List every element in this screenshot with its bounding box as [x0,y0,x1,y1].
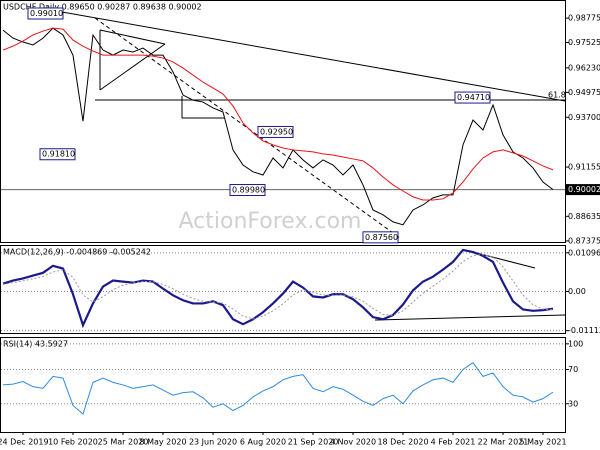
y-tick-label: 0.93700 [568,113,600,122]
x-tick-label: 18 Dec 2020 [377,438,428,447]
price-annotation-box [27,7,64,20]
price-annotation-box [454,91,491,104]
y-tick-label: 70 [568,365,578,374]
y-tick-label: 0.010967 [568,248,600,257]
price-annotation: 0.89980 [232,186,265,195]
price-annotation: 0.94710 [457,93,490,102]
rsi-panel [0,337,566,433]
price-annotation-box [257,125,294,138]
y-tick-label: 0.98775 [568,14,600,23]
chart-title: USDCHF,Daily 0.89650 0.90287 0.89638 0.9… [3,3,202,12]
panel-frames [0,0,566,433]
x-tick-label: 24 Dec 2019 [0,438,49,447]
macd-title: MACD(12,26,9) -0.004869 -0.005242 [3,248,151,257]
watermark: ActionForex.com [179,209,362,234]
price-annotation-box [39,148,76,161]
y-tick-label: 0.91155 [568,163,600,172]
macd-trend-line [374,314,566,321]
y-tick-label: 0.96230 [568,63,600,72]
macd-panel [0,245,566,334]
price-annotation: 0.87560 [365,233,398,242]
last-price-box [565,184,600,196]
trend-line [61,11,566,102]
trend-line [99,29,166,45]
y-tick-label: 0.94975 [568,88,600,97]
y-tick-label: 100 [568,339,583,348]
price-annotation: 0.91810 [42,150,75,159]
x-tick-label: 4 Nov 2020 [330,438,376,447]
x-tick-label: 25 Mar 2020 [98,438,149,447]
series-line [2,361,554,415]
y-tick-label: -0.011127 [568,326,600,335]
trend-line [99,43,166,91]
y-tick-label: 0.00 [568,287,586,296]
y-tick-label: 0.88635 [568,212,600,221]
series-line [2,27,554,201]
x-tick-label: 6 Aug 2020 [240,438,286,447]
x-tick-label: 22 Mar 2021 [478,438,529,447]
x-tick-label: 5 May 2021 [519,438,566,447]
price-panel [0,0,566,243]
price-annotation: 0.99010 [30,9,63,18]
x-tick-label: 10 Feb 2020 [48,438,98,447]
price-annotation-box [362,231,399,244]
x-tick-label: 21 Sep 2020 [288,438,339,447]
fib-label: 61.8 [548,91,566,100]
series-line [2,253,554,320]
x-tick-label: 23 Jun 2020 [189,438,237,447]
rsi-title: RSI(14) 43.5927 [3,340,68,349]
series-line [2,27,554,226]
last-price-label: 0.90002 [568,185,600,194]
price-annotation-box [229,184,266,197]
y-tick-label: 0.87375 [568,236,600,245]
x-tick-label: 4 Feb 2021 [431,438,476,447]
y-tick-label: 30 [568,399,578,408]
x-tick-label: 8 May 2020 [139,438,186,447]
price-annotation: 0.92950 [260,127,293,136]
y-tick-label: 0.97525 [568,38,600,47]
